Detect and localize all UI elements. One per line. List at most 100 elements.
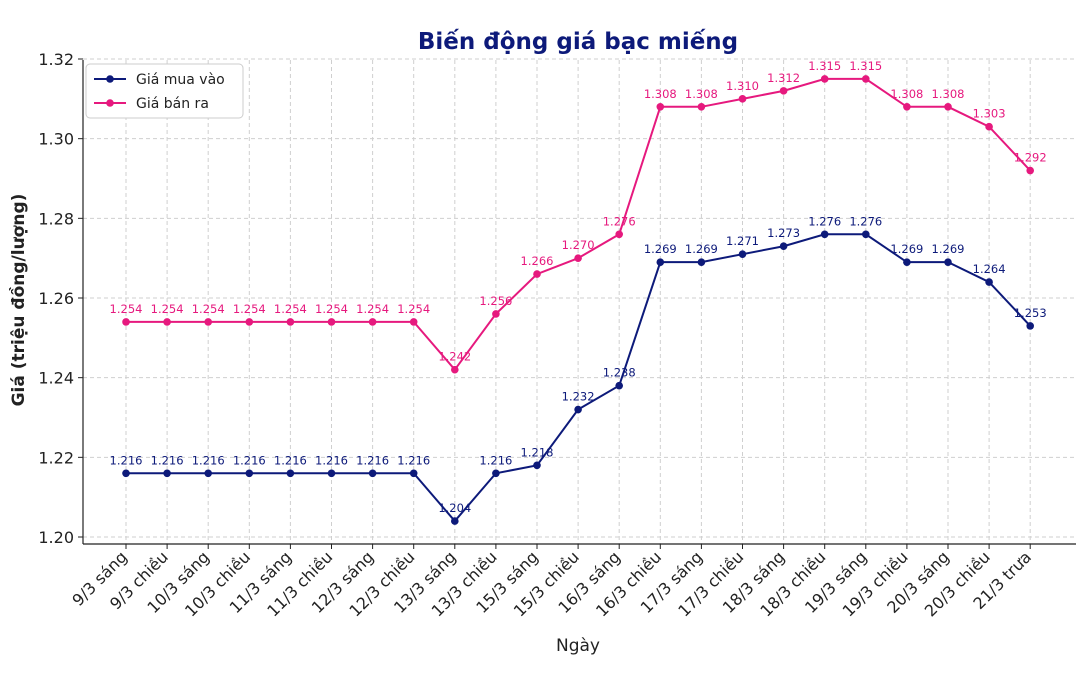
data-point: [656, 258, 665, 266]
data-point: [327, 469, 336, 478]
data-point: [697, 258, 706, 266]
data-label: 1.308: [890, 87, 923, 101]
y-tick-label: 1.30: [38, 130, 74, 149]
data-point: [985, 278, 993, 286]
data-point: [533, 270, 541, 278]
data-point: [862, 75, 870, 83]
data-labels: 1.216 1.216 1.216 1.216 1.216 1.216 1.216 1.216…: [110, 59, 1047, 515]
data-point: [492, 310, 500, 318]
data-label: 1.238: [603, 366, 636, 380]
data-label: 1.270: [562, 238, 595, 252]
data-label: 1.216: [233, 453, 266, 467]
data-label: 1.253: [1014, 306, 1047, 320]
data-point: [779, 87, 788, 95]
data-label: 1.269: [890, 242, 923, 256]
data-label: 1.242: [438, 350, 471, 364]
y-tick-label: 1.28: [38, 209, 74, 228]
data-point: [409, 469, 418, 478]
data-label: 1.254: [110, 302, 143, 316]
y-tick-label: 1.24: [38, 369, 74, 388]
data-point: [368, 318, 377, 326]
data-label: 1.216: [110, 453, 143, 467]
data-label: 1.254: [192, 302, 225, 316]
data-label: 1.216: [274, 453, 307, 467]
data-point: [738, 95, 747, 103]
data-label: 1.308: [685, 87, 718, 101]
data-label: 1.254: [315, 302, 348, 316]
data-point: [451, 365, 459, 374]
data-point: [820, 230, 829, 239]
data-point: [204, 469, 212, 478]
data-label: 1.264: [973, 262, 1006, 276]
legend-label: Giá mua vào: [136, 72, 225, 88]
data-point: [286, 469, 295, 478]
data-label: 1.216: [192, 453, 225, 467]
data-point: [944, 103, 952, 111]
data-point: [615, 381, 623, 390]
data-label: 1.216: [315, 453, 348, 467]
data-point: [122, 469, 130, 478]
data-label: 1.312: [767, 71, 800, 85]
data-point: [492, 469, 500, 478]
data-point: [820, 75, 829, 83]
data-label: 1.310: [726, 79, 759, 93]
y-tick-label: 1.22: [38, 448, 74, 467]
data-point: [533, 461, 541, 470]
data-label: 1.315: [808, 59, 841, 73]
axes: 1.201.221.241.261.281.301.329/3 sáng9/3 …: [38, 50, 1076, 621]
data-point: [862, 230, 870, 239]
data-point: [779, 242, 788, 251]
data-label: 1.218: [521, 445, 554, 459]
data-point: [327, 318, 336, 326]
data-label: 1.269: [932, 242, 965, 256]
data-label: 1.256: [479, 294, 512, 308]
legend-label: Giá bán ra: [136, 96, 209, 112]
data-label: 1.276: [849, 214, 882, 228]
data-point: [163, 318, 171, 326]
data-label: 1.204: [438, 501, 471, 515]
data-label: 1.273: [767, 226, 800, 240]
data-point: [163, 469, 171, 478]
data-label: 1.254: [151, 302, 184, 316]
x-axis-title: Ngày: [556, 636, 600, 656]
data-point: [903, 103, 911, 111]
data-point: [1026, 166, 1034, 175]
chart-title: Biến động giá bạc miếng: [418, 28, 738, 55]
data-point: [656, 103, 665, 111]
y-tick-label: 1.20: [38, 528, 74, 547]
data-point: [286, 318, 295, 326]
data-label: 1.216: [397, 453, 430, 467]
y-tick-label: 1.26: [38, 289, 74, 308]
data-point: [245, 318, 254, 326]
grid: [83, 58, 1076, 544]
data-label: 1.216: [151, 453, 184, 467]
data-point: [1026, 322, 1034, 330]
data-label: 1.308: [932, 87, 965, 101]
data-point: [409, 318, 418, 326]
data-label: 1.266: [521, 254, 554, 268]
data-label: 1.308: [644, 87, 677, 101]
legend-marker: [106, 99, 114, 107]
data-point: [574, 254, 582, 262]
data-label: 1.292: [1014, 151, 1047, 165]
data-label: 1.232: [562, 390, 595, 404]
legend-box: [85, 63, 244, 119]
data-point: [122, 318, 130, 326]
data-point: [615, 230, 623, 239]
data-label: 1.254: [233, 302, 266, 316]
data-label: 1.271: [726, 234, 759, 248]
data-label: 1.276: [808, 214, 841, 228]
data-label: 1.216: [479, 453, 512, 467]
data-point: [368, 469, 377, 478]
data-point: [985, 122, 993, 131]
data-label: 1.254: [274, 302, 307, 316]
data-label: 1.315: [849, 59, 882, 73]
data-point: [245, 469, 254, 478]
data-point: [903, 258, 911, 266]
data-label: 1.269: [685, 242, 718, 256]
data-label: 1.216: [356, 453, 389, 467]
data-point: [944, 258, 952, 266]
data-point: [697, 103, 706, 111]
